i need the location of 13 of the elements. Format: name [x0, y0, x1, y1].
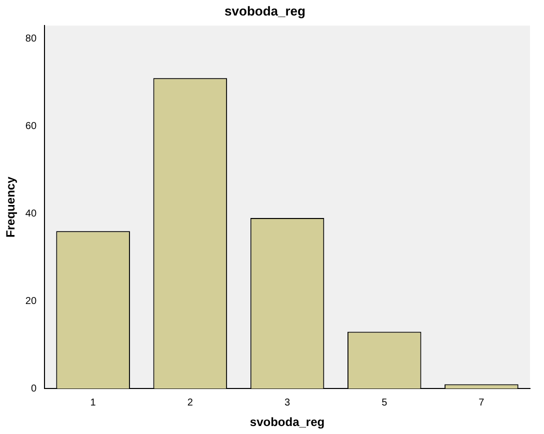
- chart-title: svoboda_reg: [224, 3, 306, 18]
- x-tick-label: 7: [478, 397, 485, 408]
- y-tick-label: 60: [25, 120, 37, 132]
- x-tick-label: 3: [284, 397, 290, 408]
- x-axis-title: svoboda_reg: [250, 415, 325, 430]
- x-tick-label: 5: [382, 397, 388, 408]
- y-tick-label: 80: [25, 33, 37, 44]
- y-tick-label: 0: [30, 383, 37, 394]
- x-tick-label: 1: [90, 397, 96, 408]
- y-tick-label: 40: [25, 208, 37, 220]
- x-tick-label: 2: [187, 397, 194, 408]
- y-tick-label: 20: [25, 296, 37, 307]
- y-axis-title: Frequency: [4, 176, 18, 238]
